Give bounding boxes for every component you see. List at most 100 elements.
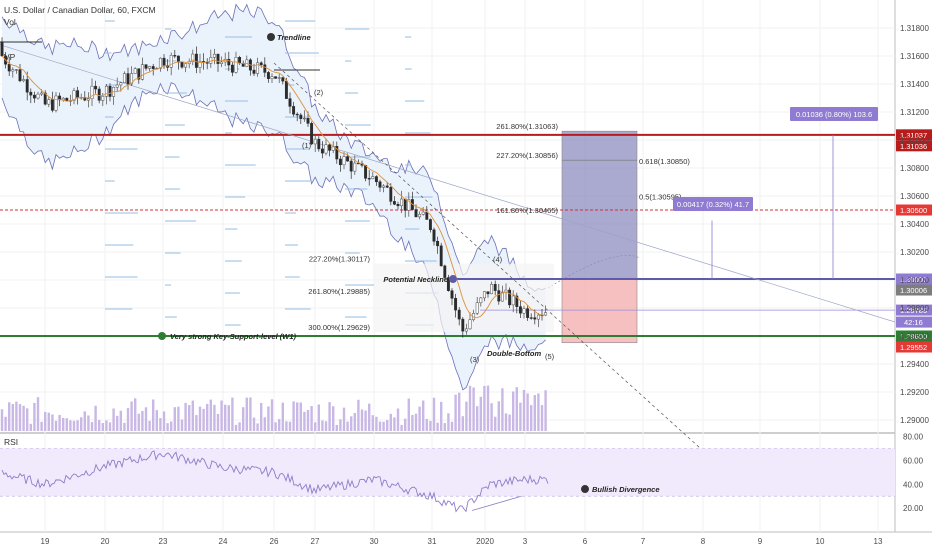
volume-bar bbox=[274, 422, 277, 431]
volume-bar bbox=[234, 424, 238, 431]
price-tick-label: 1.29800 bbox=[900, 304, 929, 313]
volume-profile-bar bbox=[345, 188, 368, 190]
axes: 1.31037 1.31036 1.30500 1.30007 1.30006 1.297… bbox=[41, 24, 932, 546]
candle-body bbox=[382, 185, 386, 188]
candle-body bbox=[349, 160, 353, 172]
volume-bar bbox=[40, 421, 43, 431]
volume-bar bbox=[418, 406, 421, 431]
volume-bar bbox=[166, 423, 169, 431]
volume-bar bbox=[350, 416, 353, 431]
volume-bar bbox=[296, 402, 299, 431]
price-tag-label: 1.30007 bbox=[900, 275, 927, 284]
candle-body bbox=[378, 181, 382, 188]
volume-profile-bar bbox=[225, 292, 240, 294]
volume-bars bbox=[0, 385, 547, 431]
candle-body bbox=[432, 229, 436, 242]
volume-bar bbox=[346, 421, 349, 431]
volume-bar bbox=[324, 421, 328, 431]
volume-bar bbox=[454, 394, 457, 431]
candle-body bbox=[529, 317, 533, 319]
candle-body bbox=[169, 55, 173, 68]
price-tick-label: 1.31200 bbox=[900, 108, 929, 117]
wave-4-label: (4) bbox=[493, 255, 503, 264]
volume-bar bbox=[162, 411, 166, 431]
position-outline[interactable] bbox=[561, 130, 638, 344]
volume-bar bbox=[281, 402, 284, 431]
candle-body bbox=[234, 57, 238, 73]
volume-profile-bar bbox=[405, 228, 420, 230]
volume-profile-bar bbox=[165, 188, 181, 190]
candle-body bbox=[299, 114, 303, 119]
volume-profile-bar bbox=[285, 308, 311, 310]
volume-bar bbox=[468, 385, 472, 431]
volume-profile-bar bbox=[165, 124, 185, 126]
candle-body bbox=[122, 73, 126, 83]
volume-bar bbox=[206, 403, 209, 431]
candle-body bbox=[320, 148, 324, 154]
long-position-tool[interactable] bbox=[561, 130, 638, 344]
volume-bar bbox=[335, 424, 338, 431]
band-fill bbox=[2, 4, 546, 390]
volume-bar bbox=[213, 404, 216, 431]
volume-profile-bar bbox=[105, 212, 139, 214]
volume-bar bbox=[339, 419, 342, 431]
volume-profile-bar bbox=[345, 284, 375, 286]
candle-body bbox=[425, 211, 429, 220]
fib-label: 300.00%(1.29629) bbox=[308, 323, 370, 332]
volume-profile-bar bbox=[285, 276, 300, 278]
candle-body bbox=[526, 308, 530, 318]
price-tick-label: 1.30800 bbox=[900, 164, 929, 173]
long-trendline bbox=[0, 44, 896, 323]
volume-bar bbox=[490, 403, 493, 431]
candle-body bbox=[306, 117, 310, 124]
candle-body bbox=[497, 290, 501, 302]
candle-body bbox=[464, 328, 468, 332]
volume-bar bbox=[130, 401, 133, 431]
candle-body bbox=[83, 97, 87, 101]
position-target-zone[interactable] bbox=[562, 131, 637, 280]
position-stop-zone[interactable] bbox=[562, 279, 637, 343]
price-tick-label: 1.30000 bbox=[900, 276, 929, 285]
candle-body bbox=[302, 117, 306, 120]
volume-bar bbox=[224, 404, 227, 431]
volume-bar bbox=[105, 420, 108, 431]
price-tag-label: 1.31036 bbox=[900, 142, 927, 151]
divergence-dot bbox=[581, 485, 589, 494]
volume-profile-bar bbox=[285, 20, 316, 22]
volume-bar bbox=[108, 422, 112, 431]
candle-body bbox=[32, 94, 36, 99]
candle-body bbox=[54, 95, 58, 111]
volume-bar bbox=[90, 422, 94, 431]
price-tag bbox=[896, 330, 932, 342]
candle-body bbox=[115, 84, 119, 88]
rsi-tick-label: 80.00 bbox=[903, 433, 924, 442]
volume-profile-bar bbox=[225, 100, 249, 102]
price-tick-label: 1.29000 bbox=[900, 416, 929, 425]
volume-bar bbox=[526, 393, 529, 431]
price-tick-label: 1.30200 bbox=[900, 248, 929, 257]
rsi-band bbox=[0, 448, 895, 497]
volume-bar bbox=[8, 402, 11, 431]
time-tick-label: 31 bbox=[428, 537, 437, 546]
candle-body bbox=[443, 265, 447, 278]
neckline-dot bbox=[449, 275, 457, 284]
candle-body bbox=[486, 291, 490, 295]
volume-bar bbox=[368, 403, 371, 431]
volume-bar bbox=[440, 401, 443, 431]
volume-profile-bar bbox=[105, 52, 112, 54]
volume-bar bbox=[209, 399, 212, 431]
candle-body bbox=[140, 64, 144, 80]
volume-bar bbox=[486, 385, 490, 431]
volume-bar bbox=[80, 417, 83, 431]
candle-body bbox=[263, 64, 267, 73]
volume-bar bbox=[396, 408, 400, 431]
volume-bar bbox=[328, 402, 331, 431]
volume-profile-bar bbox=[105, 148, 138, 150]
candle-body bbox=[40, 92, 44, 95]
countdown-label: 42:16 bbox=[904, 318, 923, 327]
volume-bar bbox=[494, 416, 497, 431]
wave-2-label: (2) bbox=[314, 88, 324, 97]
volume-bar bbox=[101, 423, 104, 431]
volume-bar bbox=[76, 420, 79, 431]
